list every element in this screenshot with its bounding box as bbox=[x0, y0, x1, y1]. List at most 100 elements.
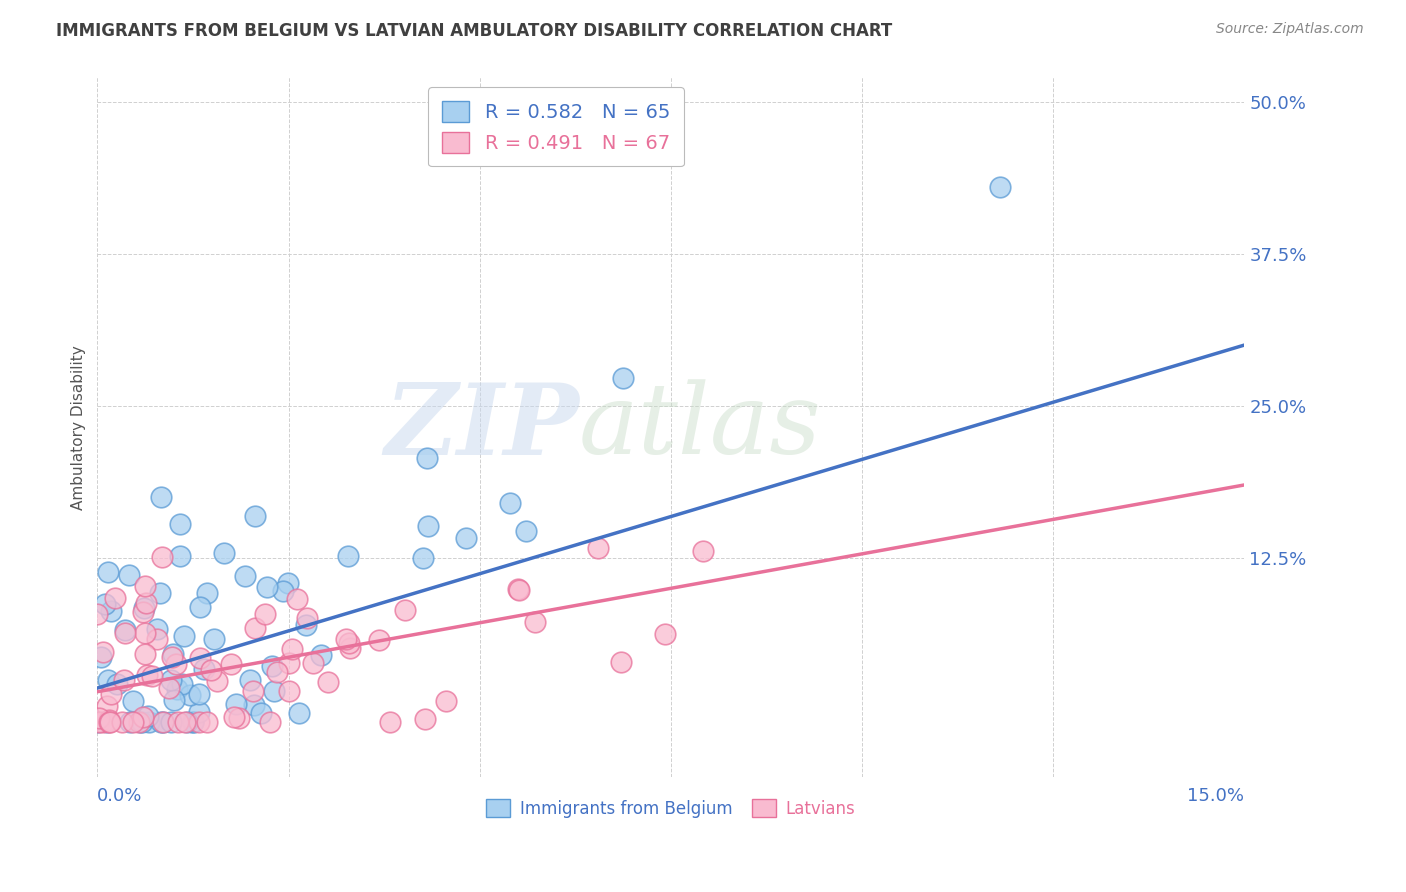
Point bbox=[173, 629, 195, 643]
Point bbox=[111, 715, 134, 730]
Point bbox=[245, 509, 267, 524]
Point bbox=[94, 597, 117, 611]
Point bbox=[454, 531, 477, 545]
Point bbox=[273, 583, 295, 598]
Point bbox=[86, 607, 108, 621]
Point bbox=[301, 656, 323, 670]
Point bbox=[100, 604, 122, 618]
Point bbox=[136, 668, 159, 682]
Point bbox=[508, 582, 530, 597]
Point bbox=[394, 603, 416, 617]
Point bbox=[238, 673, 260, 688]
Point bbox=[339, 640, 361, 655]
Point bbox=[93, 715, 115, 730]
Point bbox=[295, 611, 318, 625]
Point bbox=[245, 620, 267, 634]
Point bbox=[91, 645, 114, 659]
Point bbox=[418, 519, 440, 533]
Point bbox=[188, 715, 211, 730]
Point bbox=[219, 657, 242, 672]
Point bbox=[654, 627, 676, 641]
Point bbox=[173, 715, 195, 730]
Point bbox=[277, 576, 299, 591]
Point bbox=[188, 600, 211, 615]
Point bbox=[150, 490, 173, 504]
Point bbox=[97, 565, 120, 579]
Point bbox=[162, 647, 184, 661]
Point bbox=[146, 632, 169, 646]
Point bbox=[159, 715, 181, 730]
Point bbox=[100, 687, 122, 701]
Point bbox=[259, 715, 281, 730]
Point bbox=[138, 715, 160, 730]
Point bbox=[193, 662, 215, 676]
Text: atlas: atlas bbox=[579, 379, 823, 475]
Point bbox=[122, 715, 145, 730]
Point bbox=[90, 649, 112, 664]
Point bbox=[202, 632, 225, 646]
Point bbox=[129, 715, 152, 730]
Point bbox=[250, 706, 273, 721]
Text: IMMIGRANTS FROM BELGIUM VS LATVIAN AMBULATORY DISABILITY CORRELATION CHART: IMMIGRANTS FROM BELGIUM VS LATVIAN AMBUL… bbox=[56, 22, 893, 40]
Point bbox=[256, 580, 278, 594]
Point bbox=[96, 715, 118, 730]
Point bbox=[98, 715, 121, 730]
Text: ZIP: ZIP bbox=[384, 379, 579, 475]
Point bbox=[224, 710, 246, 724]
Point bbox=[278, 683, 301, 698]
Point bbox=[134, 580, 156, 594]
Point bbox=[131, 715, 153, 730]
Point bbox=[212, 546, 235, 560]
Point bbox=[228, 711, 250, 725]
Point bbox=[120, 715, 142, 730]
Point bbox=[160, 650, 183, 665]
Point bbox=[169, 517, 191, 532]
Point bbox=[263, 684, 285, 698]
Point bbox=[233, 568, 256, 582]
Text: Source: ZipAtlas.com: Source: ZipAtlas.com bbox=[1216, 22, 1364, 37]
Legend: Immigrants from Belgium, Latvians: Immigrants from Belgium, Latvians bbox=[479, 792, 862, 824]
Point bbox=[134, 648, 156, 662]
Point bbox=[610, 655, 633, 669]
Point bbox=[588, 541, 610, 555]
Point bbox=[692, 544, 714, 558]
Y-axis label: Ambulatory Disability: Ambulatory Disability bbox=[72, 345, 86, 509]
Point bbox=[150, 549, 173, 564]
Point bbox=[378, 715, 401, 730]
Point bbox=[166, 682, 188, 697]
Point bbox=[336, 549, 359, 563]
Point bbox=[169, 549, 191, 564]
Point bbox=[499, 496, 522, 510]
Point bbox=[104, 591, 127, 605]
Point bbox=[181, 715, 204, 730]
Point bbox=[188, 687, 211, 701]
Point bbox=[278, 656, 301, 670]
Point bbox=[288, 706, 311, 720]
Point bbox=[152, 715, 174, 730]
Point bbox=[285, 592, 308, 607]
Point bbox=[412, 550, 434, 565]
Point bbox=[128, 715, 150, 730]
Point bbox=[160, 673, 183, 687]
Point bbox=[157, 681, 180, 695]
Point bbox=[132, 605, 155, 619]
Point bbox=[225, 697, 247, 711]
Point bbox=[98, 715, 121, 730]
Point bbox=[135, 596, 157, 610]
Point bbox=[413, 712, 436, 726]
Point bbox=[87, 711, 110, 725]
Point bbox=[195, 714, 218, 729]
Point bbox=[337, 635, 360, 649]
Point bbox=[506, 582, 529, 596]
Point bbox=[132, 710, 155, 724]
Point bbox=[118, 568, 141, 582]
Point bbox=[149, 586, 172, 600]
Point bbox=[165, 657, 187, 671]
Point bbox=[294, 618, 316, 632]
Point bbox=[163, 693, 186, 707]
Point bbox=[134, 626, 156, 640]
Point bbox=[988, 180, 1011, 194]
Point bbox=[97, 673, 120, 688]
Point bbox=[179, 688, 201, 702]
Point bbox=[134, 600, 156, 615]
